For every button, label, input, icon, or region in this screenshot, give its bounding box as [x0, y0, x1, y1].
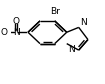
Text: O: O — [1, 28, 8, 37]
Text: N: N — [13, 28, 19, 37]
Text: O: O — [12, 17, 20, 26]
Text: N: N — [81, 18, 87, 27]
Text: Br: Br — [50, 7, 60, 16]
Text: N: N — [69, 45, 75, 54]
